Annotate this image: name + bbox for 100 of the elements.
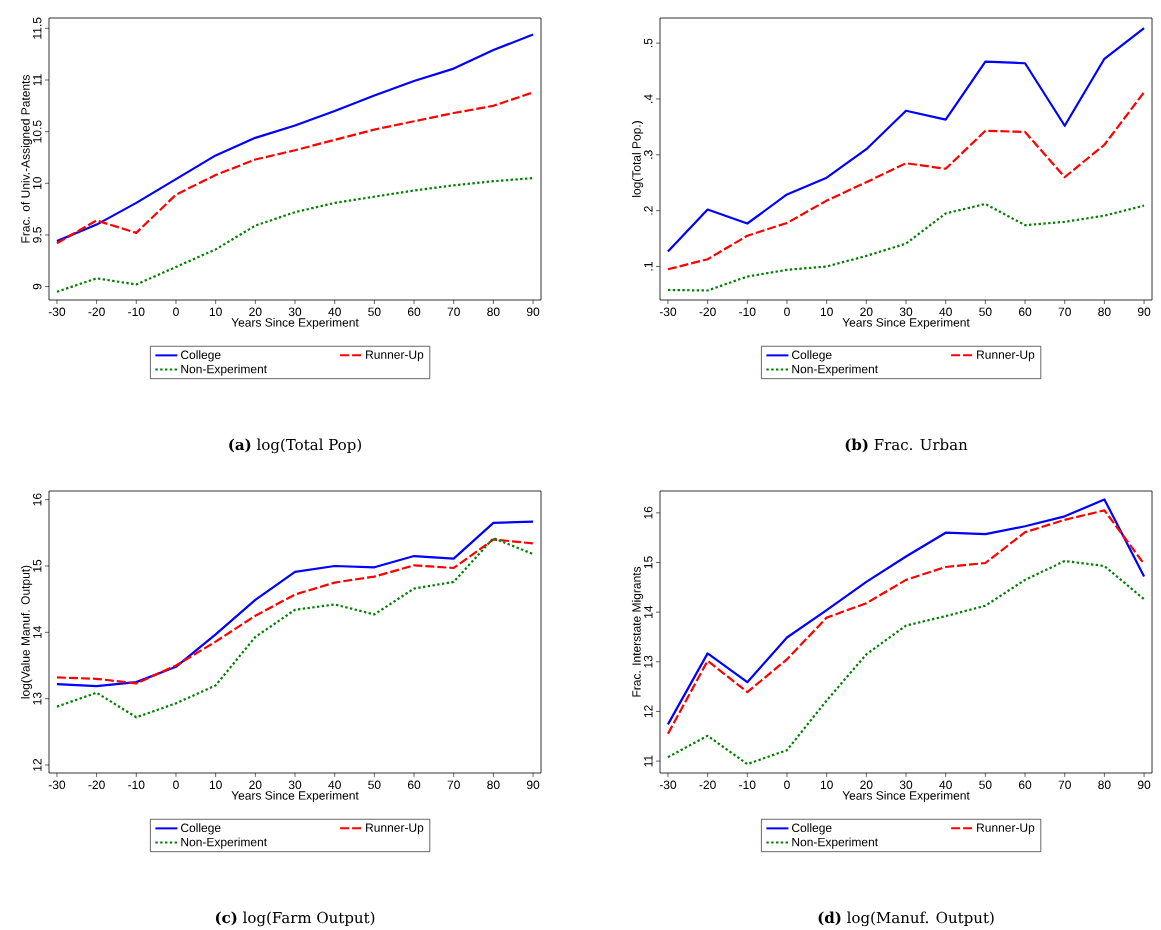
legend-label: Runner-Up [366, 823, 424, 835]
x-tick-label: 80 [487, 307, 500, 317]
x-tick-label: 0 [784, 780, 790, 790]
x-axis-title: Years Since Experiment [842, 791, 970, 803]
x-tick-label: -10 [739, 307, 756, 317]
y-tick-label: .1 [644, 262, 653, 271]
legend-label: Non-Experiment [792, 837, 878, 849]
x-tick-label: 30 [899, 780, 913, 790]
x-tick-label: -20 [699, 307, 716, 317]
y-tick-label: 13 [32, 692, 42, 705]
x-tick-label: 0 [784, 307, 790, 317]
legend-label: Non-Experiment [181, 837, 267, 849]
x-tick-label: 90 [1137, 307, 1151, 317]
x-tick-label: 50 [979, 307, 992, 317]
y-tick-label: 14 [644, 606, 653, 619]
x-tick-label: 50 [368, 780, 381, 790]
x-tick-label: -30 [48, 307, 66, 317]
x-tick-label: 20 [249, 780, 262, 790]
y-tick-label: .5 [644, 38, 653, 48]
x-tick-label: -20 [88, 780, 105, 790]
line-series [666, 560, 1146, 766]
y-tick-label: 14 [33, 626, 42, 639]
y-tick-label: .4 [644, 94, 653, 104]
x-tick-label: 60 [1018, 307, 1032, 317]
y-tick-label: 10 [32, 177, 42, 190]
y-tick-label: 11.5 [33, 17, 42, 39]
legend-label: College [181, 823, 221, 835]
legend-label: Non-Experiment [792, 364, 878, 376]
x-tick-label: -10 [128, 780, 145, 790]
x-tick-label: -30 [659, 780, 677, 790]
line-series [55, 537, 535, 719]
x-axis-title: Years Since Experiment [842, 318, 970, 330]
x-tick-label: 70 [447, 780, 460, 790]
y-tick-label: 16 [32, 493, 42, 506]
y-tick-label: 9.5 [32, 227, 42, 243]
text: (a) log(Total Pop) [229, 438, 361, 454]
x-tick-label: 20 [249, 307, 262, 317]
y-tick-label: 16 [643, 506, 653, 519]
legend-label: College [792, 823, 832, 835]
line-series [666, 203, 1146, 292]
x-tick-label: 70 [1058, 780, 1071, 790]
legend-label: Runner-Up [977, 350, 1035, 362]
legend-label: Runner-Up [977, 823, 1035, 835]
text: (d) log(Manuf. Output) [818, 911, 994, 927]
text: (c) log(Farm Output) [215, 911, 375, 927]
x-tick-label: 70 [447, 307, 460, 317]
x-tick-label: 20 [860, 307, 873, 317]
x-axis-title: Years Since Experiment [231, 318, 359, 330]
x-tick-label: 60 [407, 780, 421, 790]
y-axis-title: Frac. of Univ.-Assigned Patents [20, 75, 33, 243]
x-axis-title: Years Since Experiment [231, 791, 359, 803]
line-series [55, 177, 535, 294]
legend-label: College [181, 350, 221, 362]
x-tick-label: 40 [939, 780, 952, 790]
x-tick-label: -30 [659, 307, 677, 317]
x-tick-label: 50 [368, 307, 381, 317]
legend-label: Runner-Up [366, 350, 424, 362]
y-axis-title: Frac. Interstate Migrants [631, 567, 644, 697]
x-tick-label: -30 [48, 780, 66, 790]
x-tick-label: 20 [860, 780, 873, 790]
x-tick-label: -20 [88, 307, 105, 317]
y-tick-label: 15 [644, 556, 653, 569]
y-tick-label: 10.5 [32, 120, 42, 143]
x-tick-label: 60 [407, 307, 421, 317]
x-tick-label: 90 [1137, 780, 1151, 790]
x-tick-label: 0 [173, 307, 179, 317]
x-tick-label: -10 [739, 780, 756, 790]
x-tick-label: -20 [699, 780, 716, 790]
x-tick-label: 60 [1018, 780, 1032, 790]
x-tick-label: 80 [487, 780, 500, 790]
legend-label: College [792, 350, 832, 362]
text: (b) Frac. Urban [845, 438, 968, 453]
y-tick-label: 12 [33, 759, 42, 772]
legend-label: Non-Experiment [181, 364, 267, 376]
x-tick-label: 80 [1098, 307, 1111, 317]
y-axis-title: log(Value Manuf. Output) [20, 565, 33, 699]
x-tick-label: 10 [209, 780, 222, 790]
x-tick-label: 30 [288, 307, 302, 317]
x-tick-label: -10 [128, 307, 145, 317]
line-series [55, 33, 535, 243]
y-tick-label: 11 [644, 755, 653, 767]
x-tick-label: 30 [288, 780, 302, 790]
y-tick-label: .3 [643, 150, 653, 159]
x-tick-label: 50 [979, 780, 992, 790]
line-series [666, 27, 1146, 253]
x-tick-label: 40 [328, 307, 341, 317]
x-tick-label: 90 [526, 307, 540, 317]
y-tick-label: 11 [33, 74, 42, 86]
x-tick-label: 0 [173, 780, 179, 790]
y-tick-label: 15 [33, 560, 42, 572]
y-tick-label: .2 [644, 206, 653, 215]
x-tick-label: 40 [939, 307, 952, 317]
x-tick-label: 10 [209, 307, 222, 317]
x-tick-label: 80 [1098, 780, 1111, 790]
y-tick-label: 12 [644, 705, 653, 718]
x-tick-label: 10 [820, 780, 833, 790]
line-series [666, 91, 1146, 271]
x-tick-label: 90 [526, 780, 540, 790]
x-tick-label: 70 [1058, 307, 1071, 317]
y-tick-label: 13 [643, 655, 653, 668]
